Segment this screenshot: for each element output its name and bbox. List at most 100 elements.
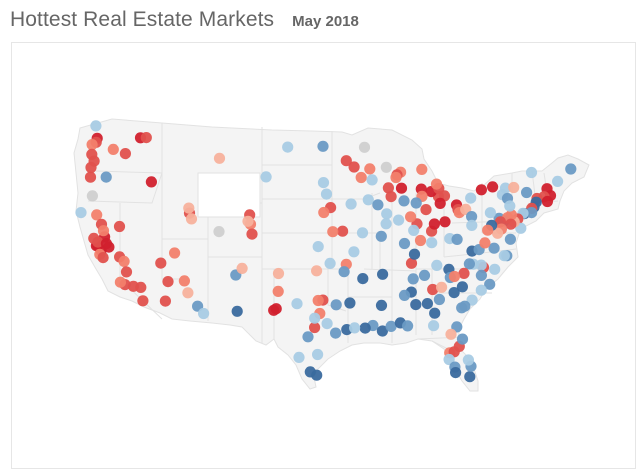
market-dot-lubbock[interactable] [272, 285, 284, 297]
market-dot-champaign[interactable] [393, 214, 405, 226]
market-dot-wilmington-de[interactable] [505, 218, 517, 230]
market-dot-kansas-city[interactable] [337, 225, 349, 237]
market-dot-coeur-dalene[interactable] [140, 132, 152, 144]
market-dot-st-louis[interactable] [375, 230, 387, 242]
market-markers[interactable] [75, 120, 577, 383]
market-dot-buffalo[interactable] [475, 184, 487, 196]
market-dot-modesto[interactable] [103, 241, 115, 253]
market-dot-boulder[interactable] [242, 215, 254, 227]
market-dot-wilmington-nc[interactable] [484, 278, 496, 290]
market-dot-providence[interactable] [541, 195, 554, 208]
market-dot-tulsa[interactable] [324, 257, 336, 269]
market-dot-shreveport[interactable] [344, 297, 356, 309]
market-dot-provo[interactable] [185, 213, 198, 225]
market-dot-south-bend[interactable] [410, 197, 422, 209]
market-dot-kennewick[interactable] [119, 148, 131, 160]
market-dot-charlottesville[interactable] [479, 237, 491, 249]
market-dot-eugene[interactable] [84, 171, 97, 183]
market-dot-washington[interactable] [492, 227, 504, 239]
market-dot-peoria[interactable] [381, 208, 393, 220]
market-dot-topeka[interactable] [327, 226, 339, 238]
market-dot-lake-charles[interactable] [349, 322, 361, 334]
market-dot-atlanta[interactable] [427, 283, 439, 296]
market-dot-columbia-mo[interactable] [356, 227, 369, 239]
market-dot-knoxville[interactable] [431, 259, 443, 271]
market-dot-pittsburgh[interactable] [466, 211, 478, 223]
market-dot-billings[interactable] [213, 152, 226, 164]
market-dot-fort-worth[interactable] [312, 294, 324, 307]
market-dot-salisbury-md[interactable] [504, 233, 516, 245]
market-dot-sierra-vista[interactable] [198, 307, 210, 320]
market-dot-tyler[interactable] [330, 299, 342, 311]
market-dot-gulfport[interactable] [385, 320, 397, 332]
market-dot-madison[interactable] [382, 182, 394, 194]
market-dot-little-rock[interactable] [357, 273, 369, 285]
market-dot-wausau[interactable] [380, 161, 392, 173]
market-dot-prescott[interactable] [178, 275, 190, 287]
market-dot-bismarck[interactable] [282, 141, 294, 153]
market-dot-san-diego[interactable] [137, 295, 149, 307]
market-dot-bangor[interactable] [565, 163, 577, 175]
market-dot-fayetteville-nc[interactable] [475, 269, 487, 281]
market-dot-greenville-nc[interactable] [489, 263, 501, 275]
market-dot-santa-fe[interactable] [236, 262, 248, 274]
market-dot-springfield-il[interactable] [380, 218, 392, 230]
market-dot-wichita[interactable] [312, 241, 324, 253]
us-map[interactable] [12, 43, 637, 470]
market-dot-fort-smith[interactable] [338, 266, 350, 278]
market-dot-des-moines[interactable] [345, 198, 357, 210]
market-dot-rapid-city[interactable] [260, 171, 272, 183]
market-dot-santa-rosa[interactable] [88, 232, 100, 244]
market-dot-port-st-lucie[interactable] [462, 354, 474, 366]
market-dot-huntsville[interactable] [407, 273, 419, 285]
market-dot-scranton[interactable] [504, 200, 516, 212]
market-dot-rochester-ny[interactable] [487, 181, 499, 193]
market-dot-salinas[interactable] [97, 252, 109, 264]
market-dot-yakima[interactable] [107, 143, 119, 155]
market-dot-duluth[interactable] [358, 141, 371, 153]
market-dot-fargo[interactable] [317, 140, 329, 152]
market-dot-montgomery[interactable] [410, 299, 422, 311]
market-dot-lexington[interactable] [426, 237, 438, 249]
market-dot-college-station[interactable] [321, 318, 333, 330]
market-dot-toledo[interactable] [434, 197, 446, 209]
market-dot-phoenix[interactable] [182, 287, 194, 299]
market-dot-riverside[interactable] [135, 281, 147, 293]
market-dot-la-crosse[interactable] [366, 174, 378, 186]
market-dot-eau-claire[interactable] [364, 163, 376, 175]
market-dot-richmond[interactable] [488, 242, 500, 254]
market-dot-charleston-wv[interactable] [451, 233, 463, 245]
market-dot-tallahassee[interactable] [428, 320, 440, 332]
market-dot-el-paso[interactable] [231, 305, 243, 317]
market-dot-morgantown[interactable] [466, 219, 478, 231]
market-dot-ogden[interactable] [183, 202, 195, 214]
market-dot-norfolk[interactable] [498, 250, 510, 262]
market-dot-new-orleans[interactable] [376, 325, 388, 337]
map-panel[interactable] [11, 42, 636, 469]
market-dot-lafayette-in[interactable] [405, 211, 417, 223]
market-dot-winston-salem[interactable] [463, 258, 475, 270]
market-dot-st-george[interactable] [169, 247, 181, 259]
market-dot-san-antonio[interactable] [302, 331, 314, 343]
market-dot-burlington[interactable] [525, 166, 538, 179]
market-dot-augusta[interactable] [448, 287, 460, 299]
market-dot-sarasota[interactable] [443, 353, 455, 366]
market-dot-nashville[interactable] [405, 257, 418, 269]
market-dot-state-college[interactable] [484, 207, 496, 219]
market-dot-bellingham[interactable] [90, 120, 102, 132]
market-dot-bakersfield[interactable] [120, 266, 133, 278]
market-dot-mcallen[interactable] [304, 366, 316, 378]
market-dot-evansville[interactable] [398, 237, 411, 250]
market-dot-houston[interactable] [330, 327, 342, 339]
market-dot-springfield-mo[interactable] [348, 246, 360, 258]
market-dot-cedar-rapids[interactable] [362, 194, 374, 206]
market-dot-erie[interactable] [465, 192, 477, 204]
market-dot-abilene[interactable] [291, 298, 303, 310]
market-dot-spartanburg[interactable] [448, 270, 460, 283]
market-dot-amarillo[interactable] [272, 267, 285, 280]
market-dot-traverse-city[interactable] [416, 163, 428, 175]
market-dot-myrtle-beach[interactable] [475, 284, 487, 296]
market-dot-lincoln[interactable] [318, 206, 330, 219]
market-dot-olympia[interactable] [86, 139, 98, 151]
market-dot-las-vegas[interactable] [155, 257, 167, 269]
